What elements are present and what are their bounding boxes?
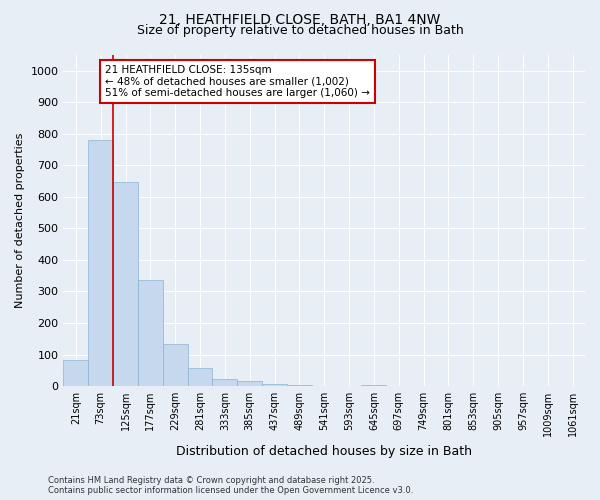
Text: 21 HEATHFIELD CLOSE: 135sqm
← 48% of detached houses are smaller (1,002)
51% of : 21 HEATHFIELD CLOSE: 135sqm ← 48% of det…	[105, 65, 370, 98]
Y-axis label: Number of detached properties: Number of detached properties	[15, 133, 25, 308]
Text: Size of property relative to detached houses in Bath: Size of property relative to detached ho…	[137, 24, 463, 37]
Bar	[64, 360, 88, 386]
Bar	[163, 344, 188, 386]
Bar	[138, 280, 163, 386]
X-axis label: Distribution of detached houses by size in Bath: Distribution of detached houses by size …	[176, 444, 472, 458]
Bar	[113, 182, 138, 386]
Bar	[262, 384, 287, 386]
Bar	[188, 368, 212, 386]
Bar	[212, 379, 237, 386]
Bar	[88, 140, 113, 386]
Bar	[237, 382, 262, 386]
Text: Contains HM Land Registry data © Crown copyright and database right 2025.
Contai: Contains HM Land Registry data © Crown c…	[48, 476, 413, 495]
Text: 21, HEATHFIELD CLOSE, BATH, BA1 4NW: 21, HEATHFIELD CLOSE, BATH, BA1 4NW	[160, 12, 440, 26]
